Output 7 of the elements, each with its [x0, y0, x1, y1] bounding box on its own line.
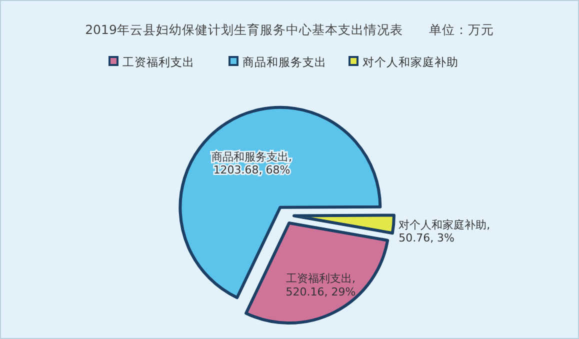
data-label: 商品和服务支出, 1203.68, 68%: [212, 150, 292, 177]
legend-label: 商品和服务支出: [242, 55, 326, 69]
chart-title: 2019年云县妇幼保健计划生育服务中心基本支出情况表 单位：万元: [85, 22, 494, 37]
data-label: 工资福利支出, 520.16, 29%: [286, 272, 356, 298]
data-label: 对个人和家庭补助, 50.76, 3%: [398, 218, 490, 245]
legend-label: 工资福利支出: [122, 55, 194, 69]
legend-label: 对个人和家庭补助: [362, 55, 458, 69]
